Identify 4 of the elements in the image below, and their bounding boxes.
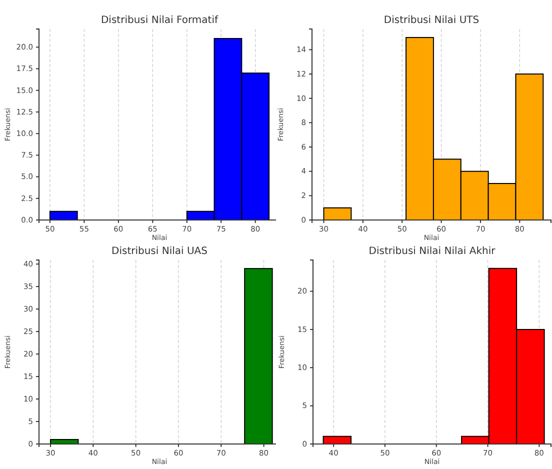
chart-title: Distribusi Nilai UTS (384, 15, 480, 26)
chart-title: Distribusi Nilai Formatif (100, 15, 218, 26)
chart-title: Distribusi Nilai UAS (112, 246, 208, 257)
chart-title: Distribusi Nilai Nilai Akhir (368, 246, 496, 257)
